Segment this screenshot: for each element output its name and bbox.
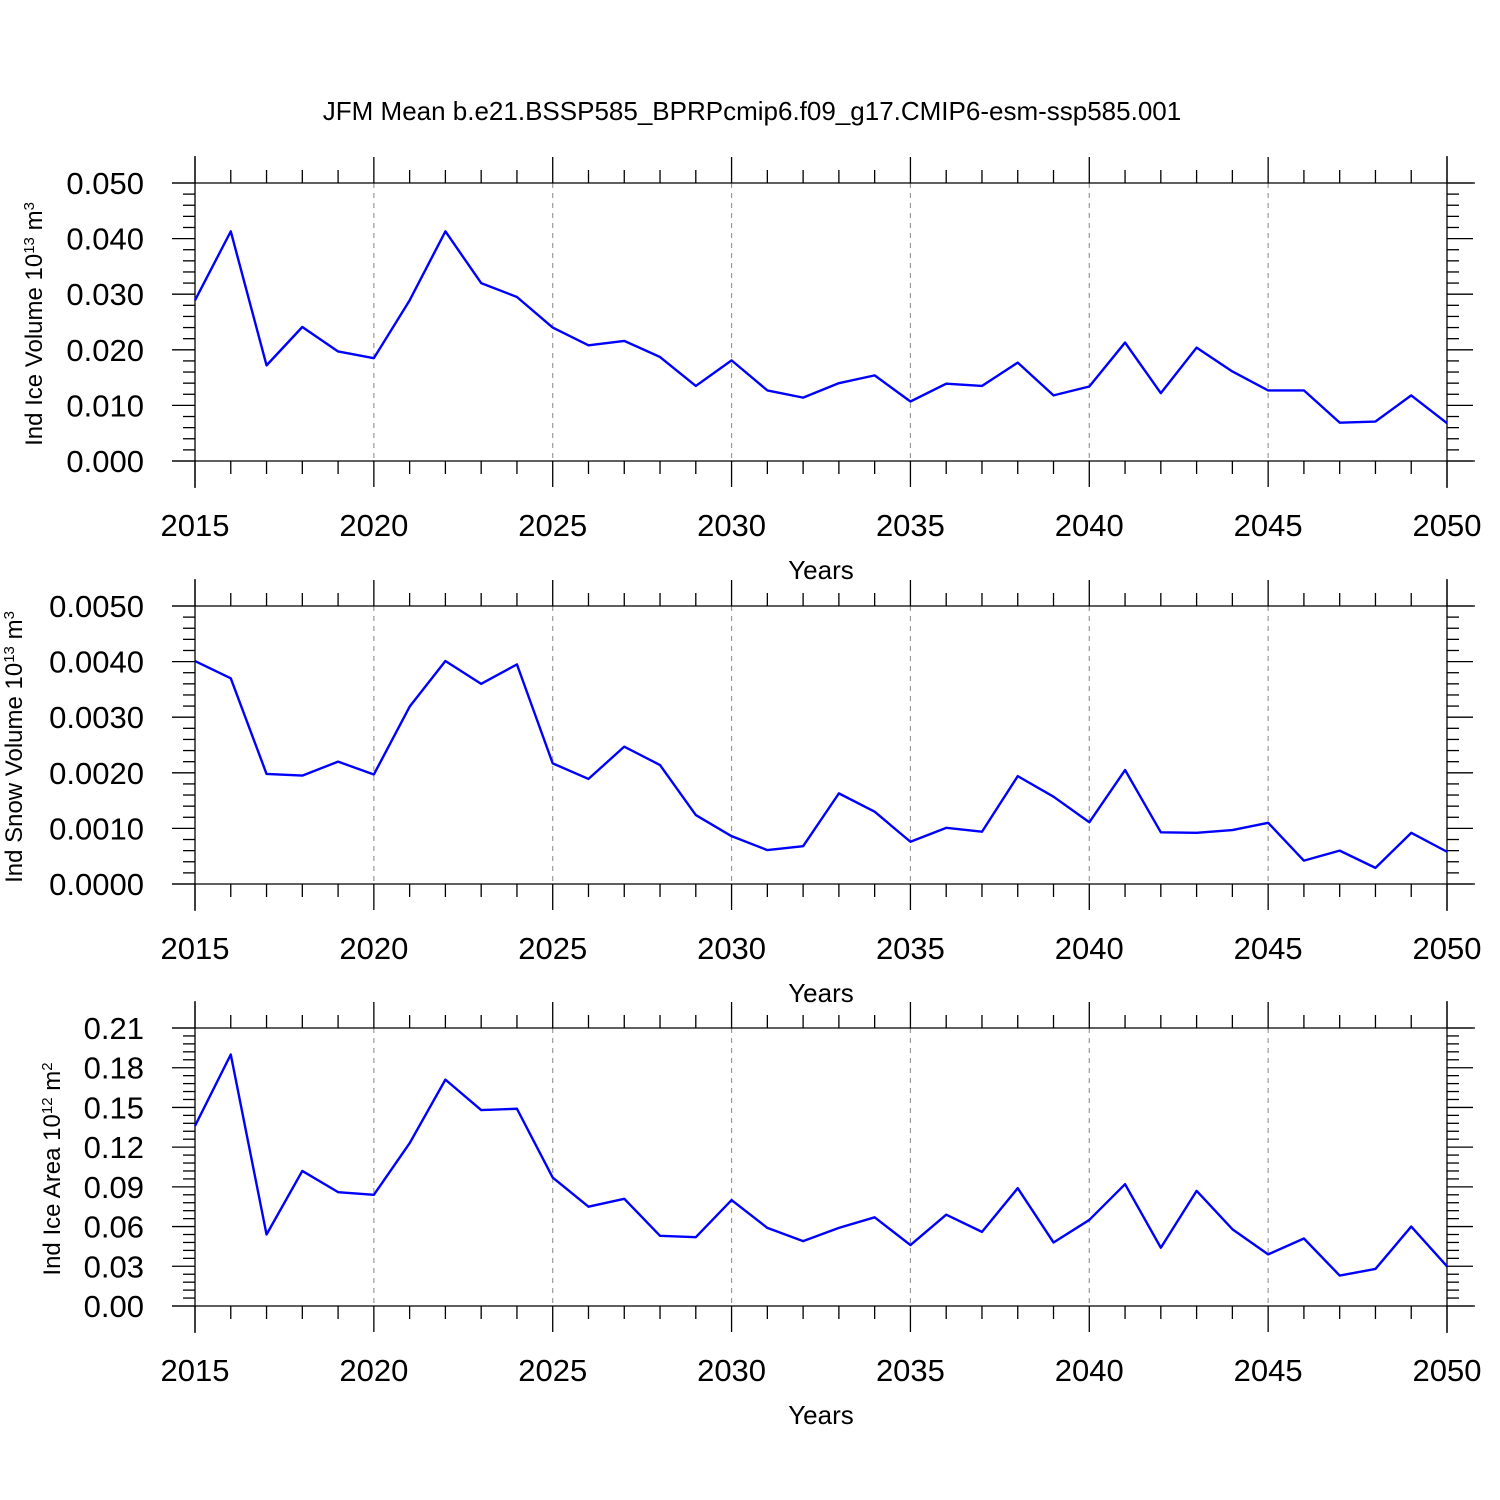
series-line [193,1053,1448,1277]
series-line [194,659,1448,870]
x-tick-label: 2045 [1234,1353,1303,1388]
x-tick-label: 2020 [339,931,408,966]
x-tick-label: 2030 [697,931,766,966]
x-tick-label: 2030 [697,508,766,543]
y-tick-label: 0.010 [66,388,144,423]
y-tick-label: 0.12 [84,1130,144,1165]
x-tick-label: 2035 [876,931,945,966]
x-tick-label: 2050 [1413,931,1482,966]
y-tick-label: 0.0040 [49,645,144,680]
y-axis-label: Ind Snow Volume 1013 m3 [1,611,29,883]
y-tick-label: 0.0020 [49,756,144,791]
y-tick-label: 0.18 [84,1051,144,1086]
y-tick-label: 0.00 [84,1289,144,1324]
y-tick-label: 0.09 [84,1170,144,1205]
x-axis-label: Years [788,978,854,1008]
x-tick-label: 2020 [339,508,408,543]
x-tick-label: 2015 [161,931,230,966]
x-axis-label: Years [788,1400,854,1430]
x-tick-label: 2045 [1234,931,1303,966]
x-tick-label: 2040 [1055,931,1124,966]
y-axis-label: Ind Ice Volume 1013 m3 [21,202,49,446]
panel-1: 0.000 0.010 0.020 0.030 0.040 0.050 2015 2020 20… [21,156,1482,585]
x-tick-label: 2040 [1055,1353,1124,1388]
panel-3: 0.00 0.03 0.06 0.09 0.12 0.15 0.18 0.21 2015 2020… [39,1001,1482,1430]
x-tick-label: 2050 [1413,508,1482,543]
x-tick-label: 2025 [518,508,587,543]
x-tick-label: 2025 [518,931,587,966]
y-tick-label: 0.0010 [49,811,144,846]
y-axis-label: Ind Ice Area 1012 m2 [39,1062,67,1275]
y-tick-label: 0.15 [84,1090,144,1125]
x-tick-label: 2015 [161,508,230,543]
y-tick-label: 0.21 [84,1011,144,1046]
x-tick-label: 2035 [876,508,945,543]
x-tick-label: 2050 [1413,1353,1482,1388]
y-tick-label: 0.040 [66,222,144,257]
y-tick-label: 0.000 [66,444,144,479]
x-tick-label: 2020 [339,1353,408,1388]
series-line [193,230,1448,425]
y-tick-label: 0.050 [66,166,144,201]
figure-title: JFM Mean b.e21.BSSP585_BPRPcmip6.f09_g17… [323,96,1181,126]
y-tick-label: 0.06 [84,1210,144,1245]
y-tick-label: 0.0030 [49,700,144,735]
panels: 0.000 0.010 0.020 0.030 0.040 0.050 2015 2020 20… [1,156,1482,1430]
x-tick-label: 2040 [1055,508,1124,543]
x-tick-label: 2030 [697,1353,766,1388]
y-tick-label: 0.020 [66,333,144,368]
y-tick-label: 0.030 [66,277,144,312]
x-tick-label: 2015 [161,1353,230,1388]
panel-2: 0.0000 0.0010 0.0020 0.0030 0.0040 0.0050 2015… [1,579,1482,1008]
x-tick-label: 2045 [1234,508,1303,543]
y-tick-label: 0.0050 [49,589,144,624]
x-tick-label: 2035 [876,1353,945,1388]
y-tick-label: 0.03 [84,1249,144,1284]
x-axis-label: Years [788,555,854,585]
x-tick-label: 2025 [518,1353,587,1388]
y-tick-label: 0.0000 [49,867,144,902]
